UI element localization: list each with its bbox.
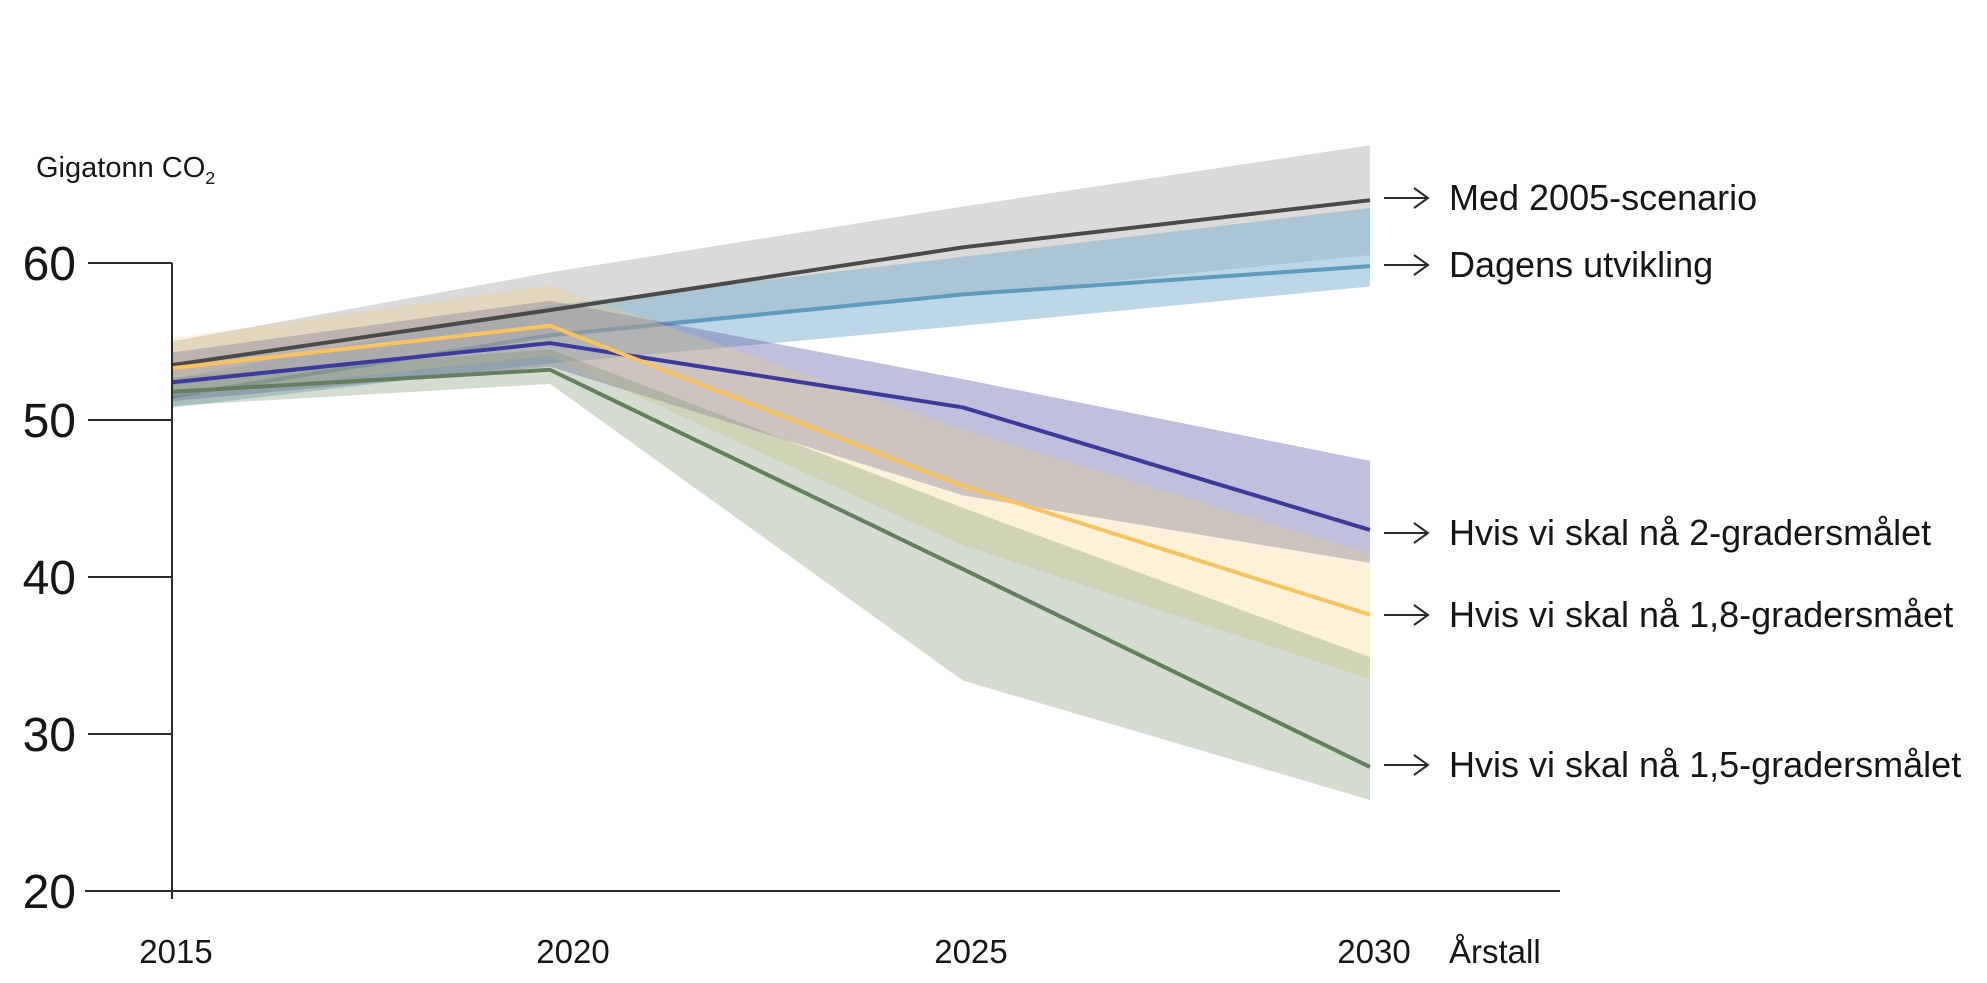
legend-item-en-komma-atte-gradersmalet: Hvis vi skal nå 1,8-gradersmået <box>1383 592 1953 638</box>
arrow-right-icon <box>1384 522 1430 544</box>
x-tick-label: 2020 <box>536 933 609 970</box>
series-line-en-komma-fem-gradersmalet <box>171 367 1371 769</box>
legend-label-dagens-utvikling: Dagens utvikling <box>1449 244 1714 285</box>
x-tick-label: 2030 <box>1337 933 1410 970</box>
legend-label-en-komma-fem-gradersmalet: Hvis vi skal nå 1,5-gradersmålet <box>1449 744 1962 785</box>
arrow-right-icon <box>1384 604 1430 626</box>
y-axis-title-subscript: 2 <box>205 167 216 188</box>
legend-item-dagens-utvikling: Dagens utvikling <box>1383 242 1713 288</box>
series-line-dagens-utvikling <box>171 264 1371 399</box>
x-tick-label: 2015 <box>139 933 212 970</box>
y-tick-label: 60 <box>23 238 76 291</box>
uncertainty-band-en-komma-fem-gradersmalet <box>172 349 1370 800</box>
y-axis-title: Gigatonn CO2 <box>36 152 215 189</box>
legend-item-en-komma-fem-gradersmalet: Hvis vi skal nå 1,5-gradersmålet <box>1383 742 1961 788</box>
uncertainty-band-dagens-utvikling <box>172 208 1370 408</box>
legend-label-en-komma-atte-gradersmalet: Hvis vi skal nå 1,8-gradersmået <box>1449 594 1954 635</box>
x-tick-label: 2025 <box>934 933 1007 970</box>
series-line-en-komma-atte-gradersmalet <box>171 323 1371 617</box>
y-tick-label: 50 <box>23 395 76 448</box>
y-axis-title-text: Gigatonn CO <box>36 152 206 184</box>
arrow-right-icon <box>1384 754 1430 776</box>
x-axis-title: Årstall <box>1449 933 1541 970</box>
legend-item-med-2005-scenario: Med 2005-scenario <box>1383 175 1757 221</box>
series-line-to-gradersmalet <box>171 341 1371 532</box>
arrow-right-icon <box>1384 254 1430 276</box>
legend-label-med-2005-scenario: Med 2005-scenario <box>1449 177 1758 218</box>
series-line-med-2005-scenario <box>171 198 1371 368</box>
y-tick-label: 30 <box>23 709 76 762</box>
uncertainty-band-to-gradersmalet <box>172 300 1370 563</box>
arrow-right-icon <box>1384 187 1430 209</box>
legend-item-to-gradersmalet: Hvis vi skal nå 2-gradersmålet <box>1383 510 1931 556</box>
legend-label-to-gradersmalet: Hvis vi skal nå 2-gradersmålet <box>1449 512 1932 553</box>
y-tick-label: 20 <box>23 866 76 919</box>
uncertainty-band-en-komma-atte-gradersmalet <box>172 284 1370 680</box>
y-tick-label: 40 <box>23 552 76 605</box>
